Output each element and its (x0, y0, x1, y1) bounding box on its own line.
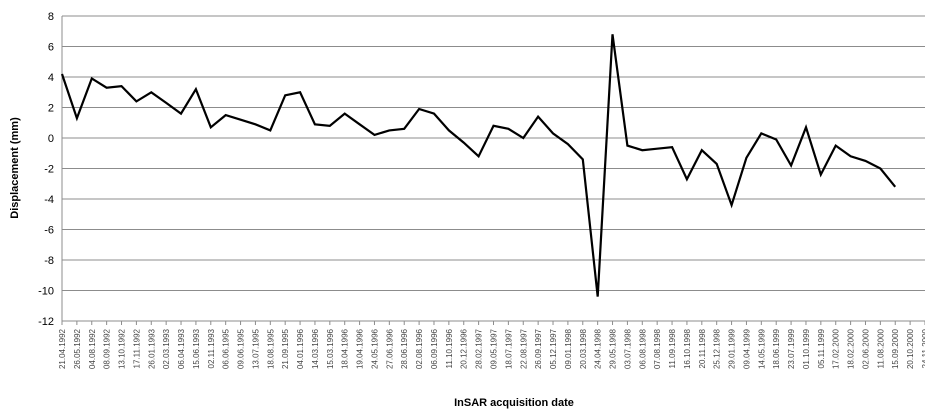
x-tick-label: 26.09.1997 (534, 328, 543, 369)
x-tick-label: 06.06.1995 (222, 328, 231, 369)
x-tick-label: 24.04.1998 (594, 328, 603, 369)
x-tick-label: 05.12.1997 (549, 328, 558, 369)
x-tick-label: 22.08.1997 (519, 328, 528, 369)
x-tick-label: 20.11.1998 (698, 328, 707, 368)
x-tick-label: 02.03.1993 (162, 328, 171, 369)
y-tick-label: -4 (44, 194, 54, 206)
x-tick-label: 18.08.1995 (266, 328, 275, 369)
x-tick-label: 11.09.1998 (668, 328, 677, 368)
x-tick-label: 13.07.1995 (251, 328, 260, 369)
x-tick-label: 14.03.1996 (311, 328, 320, 369)
y-tick-label: -10 (38, 286, 54, 298)
x-tick-label: 27.06.1996 (385, 328, 394, 369)
x-tick-label: 11.08.2000 (876, 328, 885, 368)
x-tick-label: 11.10.1996 (445, 328, 454, 368)
x-tick-label: 03.07.1998 (623, 328, 632, 369)
y-axis-ticks: 8 6 4 2 0 -2 -4 -6 -8 -10 -12 (38, 11, 54, 328)
x-tick-label: 20.10.2000 (906, 328, 915, 369)
x-tick-label: 25.12.1998 (713, 328, 722, 369)
x-tick-label: 01.10.1999 (802, 328, 811, 369)
x-tick-label: 18.07.1997 (504, 328, 513, 369)
x-tick-label: 09.06.1995 (237, 328, 246, 369)
x-tick-label: 17.11.1992 (132, 328, 141, 368)
x-tick-label: 28.02.1997 (475, 328, 484, 369)
x-tick-label: 15.03.1996 (326, 328, 335, 369)
x-tick-label: 16.10.1998 (683, 328, 692, 369)
y-tick-label: -2 (44, 164, 54, 176)
x-tick-label: 06.08.1998 (638, 328, 647, 369)
series-line (60, 34, 897, 297)
x-tick-label: 09.01.1998 (564, 328, 573, 369)
x-tick-label: 21.04.1992 (58, 328, 67, 369)
x-tick-label: 18.02.2000 (847, 328, 856, 369)
x-tick-label: 20.03.1998 (579, 328, 588, 369)
x-axis-ticks: 21.04.1992 26.05.1992 04.08.1992 08.09.1992… (58, 321, 925, 369)
x-tick-label: 21.09.1995 (281, 328, 290, 369)
x-tick-label: 29.01.1999 (728, 328, 737, 369)
x-tick-label: 05.11.1999 (817, 328, 826, 368)
y-tick-label: 2 (48, 103, 54, 115)
y-tick-label: -6 (44, 225, 54, 237)
x-tick-label: 20.12.1996 (460, 328, 469, 369)
x-tick-label: 15.09.2000 (891, 328, 900, 369)
x-tick-label: 23.07.1999 (787, 328, 796, 369)
x-tick-label: 29.05.1998 (609, 328, 618, 369)
x-tick-label: 24.11.2000 (921, 328, 925, 368)
x-tick-label: 07.08.1998 (653, 328, 662, 369)
x-tick-label: 15.06.1993 (192, 328, 201, 369)
x-tick-label: 04.01.1996 (296, 328, 305, 369)
x-axis-title: InSAR acquisition date (454, 397, 574, 409)
y-tick-label: -12 (38, 316, 54, 328)
x-tick-label: 06.09.1996 (430, 328, 439, 369)
y-axis-title: Displacement (mm) (9, 117, 21, 219)
x-tick-label: 19.04.1996 (356, 328, 365, 369)
y-tick-label: 6 (48, 42, 54, 54)
x-tick-label: 13.10.1992 (118, 328, 127, 369)
x-tick-label: 02.06.2000 (861, 328, 870, 369)
x-tick-label: 02.08.1996 (415, 328, 424, 369)
x-tick-label: 18.06.1999 (772, 328, 781, 369)
x-tick-label: 18.04.1996 (341, 328, 350, 369)
x-tick-label: 14.05.1999 (757, 328, 766, 369)
x-tick-label: 17.02.2000 (832, 328, 841, 369)
x-tick-label: 09.05.1997 (490, 328, 499, 369)
x-tick-label: 02.11.1993 (207, 328, 216, 368)
x-tick-label: 08.09.1992 (103, 328, 112, 369)
x-tick-label: 09.04.1999 (742, 328, 751, 369)
x-tick-label: 04.08.1992 (88, 328, 97, 369)
x-tick-label: 26.05.1992 (73, 328, 82, 369)
y-tick-label: 8 (48, 11, 54, 23)
y-tick-label: 4 (48, 72, 54, 84)
y-tick-label: -8 (44, 255, 54, 267)
x-tick-label: 28.06.1996 (400, 328, 409, 369)
y-tick-label: 0 (48, 133, 54, 145)
series-displacement (60, 34, 897, 297)
x-tick-label: 06.04.1993 (177, 328, 186, 369)
grid-lines (61, 15, 925, 322)
x-tick-label: 26.01.1993 (147, 328, 156, 369)
x-tick-label: 24.05.1996 (370, 328, 379, 369)
